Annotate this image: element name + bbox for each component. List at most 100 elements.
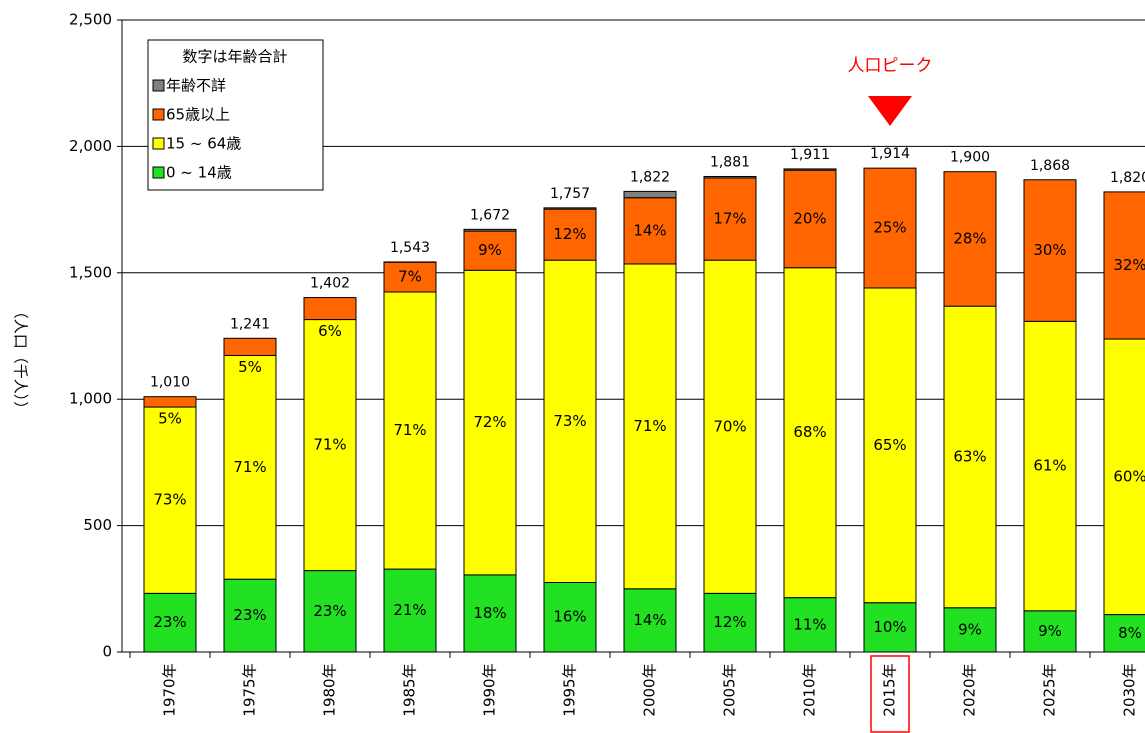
bar-segment [1103,614,1145,653]
bar-segment [303,297,357,321]
bar-segment [1103,338,1145,616]
bar-segment [783,267,837,599]
bar-segment [383,291,437,570]
percent-label: 9% [478,241,502,259]
bar-segment [623,263,677,590]
percent-label: 5% [158,410,182,428]
percent-label: 71% [313,436,346,454]
percent-label: 5% [238,358,262,376]
percent-label: 32% [1113,256,1145,274]
x-tick-label: 2010年 [801,663,819,716]
bar-segment [863,287,917,604]
percent-label: 30% [1033,241,1066,259]
legend-label: 年齢不詳 [166,77,226,95]
x-tick-label: 2020年 [961,663,979,716]
percent-label: 12% [553,225,586,243]
legend-title: 数字は年齢合計 [182,48,287,66]
bar-segment [1103,191,1145,340]
total-label: 1,757 [550,186,590,202]
x-tick-label: 2025年 [1041,663,1059,716]
bar-segment [783,169,837,269]
total-label: 1,010 [150,375,190,391]
bar-segment [1023,179,1077,322]
bar-segment [143,406,197,594]
x-tick-label: 1975年 [241,663,259,716]
percent-label: 68% [793,423,826,441]
percent-label: 20% [793,209,826,227]
bar-segment [543,207,597,210]
bar-segment [783,168,837,171]
percent-label: 17% [713,210,746,228]
total-label: 1,881 [710,154,750,170]
percent-label: 72% [473,413,506,431]
bar-segment [303,570,357,653]
bar-segment [543,259,597,583]
total-label: 1,911 [790,147,830,163]
y-tick-label: 1,500 [69,263,112,281]
x-tick-label: 2000年 [641,663,659,716]
x-tick-label: 1980年 [321,663,339,716]
bar-segment [223,354,277,580]
y-tick-label: 0 [102,643,112,661]
bar-segment [143,396,197,408]
x-tick-label: 2015年 [881,663,899,716]
x-tick-label: 2030年 [1121,663,1139,716]
percent-label: 14% [633,611,666,629]
percent-label: 28% [953,229,986,247]
y-tick-label: 500 [83,516,112,534]
percent-label: 65% [873,436,906,454]
bar-segment [303,319,357,572]
legend-swatch [152,108,165,121]
percent-label: 9% [1038,622,1062,640]
legend-label: 15 ~ 64歳 [166,135,241,153]
bar-segment [463,574,517,653]
bar-segment [943,305,997,609]
x-tick-label: 2005年 [721,663,739,716]
percent-label: 23% [153,613,186,631]
bar-segment [623,197,677,265]
total-label: 1,868 [1030,158,1070,174]
percent-label: 60% [1113,467,1145,485]
percent-label: 73% [153,491,186,509]
bar-segment [943,607,997,653]
percent-label: 70% [713,417,746,435]
legend-swatch [152,79,165,92]
percent-label: 73% [553,412,586,430]
bar-segment [223,337,277,356]
y-tick-label: 1,000 [69,390,112,408]
bar-segment [783,597,837,653]
x-tick-label: 1995年 [561,663,579,716]
highlight-box [870,655,910,733]
x-tick-label: 1970年 [161,663,179,716]
total-label: 1,241 [230,316,270,332]
y-tick-label: 2,000 [69,137,112,155]
bar-segment [703,259,757,594]
annotation-text: 人口ピーク [848,56,933,76]
bar-segment [463,228,517,232]
bar-segment [703,175,757,179]
percent-label: 9% [958,620,982,638]
bar-segment [143,592,197,653]
percent-label: 18% [473,604,506,622]
percent-label: 11% [793,615,826,633]
total-label: 1,543 [390,240,430,256]
percent-label: 14% [633,221,666,239]
percent-label: 71% [233,458,266,476]
percent-label: 16% [553,608,586,626]
percent-label: 71% [633,417,666,435]
bar-segment [623,190,677,199]
x-tick-label: 1985年 [401,663,419,716]
bar-segment [223,578,277,653]
y-tick-label: 2,500 [69,11,112,29]
legend-box [147,39,324,191]
x-tick-label: 1990年 [481,663,499,716]
bar-segment [863,602,917,653]
total-label: 1,672 [470,207,510,223]
bar-segment [383,261,437,293]
bar-segment [543,581,597,653]
total-label: 1,900 [950,150,990,166]
bar-segment [863,167,917,289]
percent-label: 21% [393,601,426,619]
